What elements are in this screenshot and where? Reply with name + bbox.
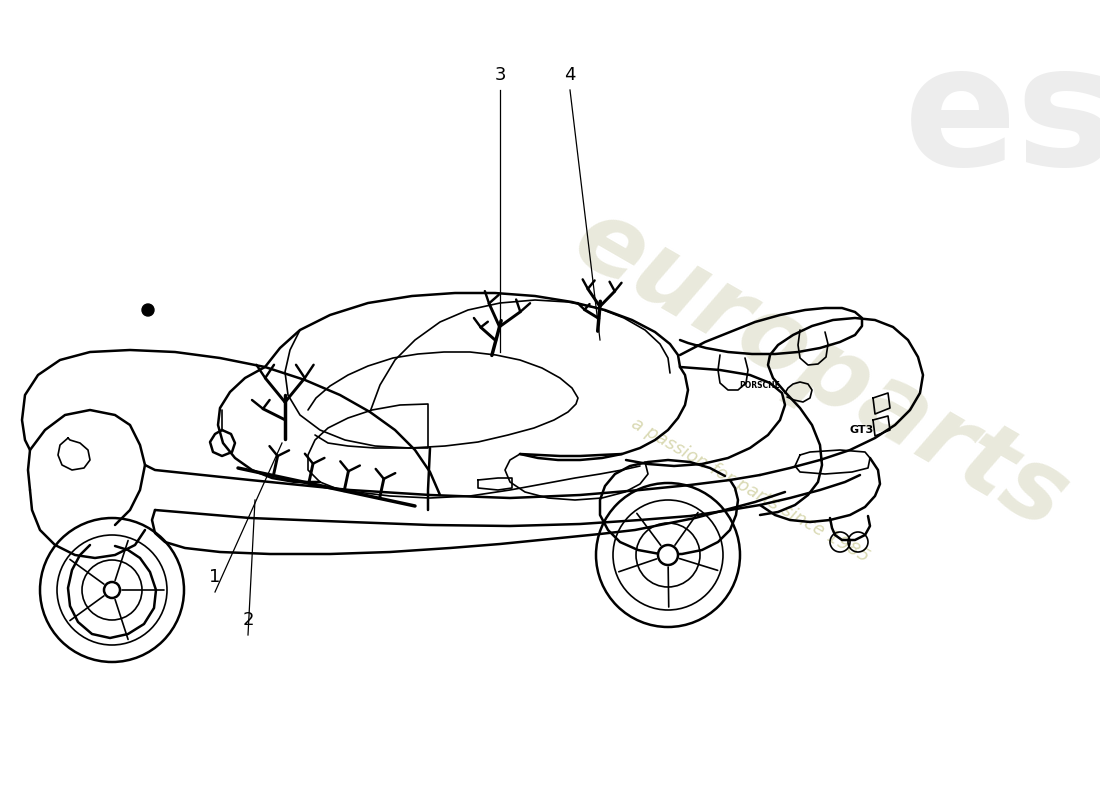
Text: es: es: [904, 38, 1100, 202]
Text: 1: 1: [209, 568, 221, 586]
Circle shape: [658, 545, 678, 565]
Text: a passion for parts since 1985: a passion for parts since 1985: [628, 414, 872, 566]
Text: 2: 2: [242, 611, 254, 629]
Circle shape: [104, 582, 120, 598]
Text: GT3: GT3: [850, 425, 875, 435]
Text: 3: 3: [494, 66, 506, 84]
Text: europarts: europarts: [557, 190, 1084, 550]
Text: 4: 4: [564, 66, 575, 84]
Text: PORSCHE: PORSCHE: [739, 381, 780, 390]
Circle shape: [142, 304, 154, 316]
